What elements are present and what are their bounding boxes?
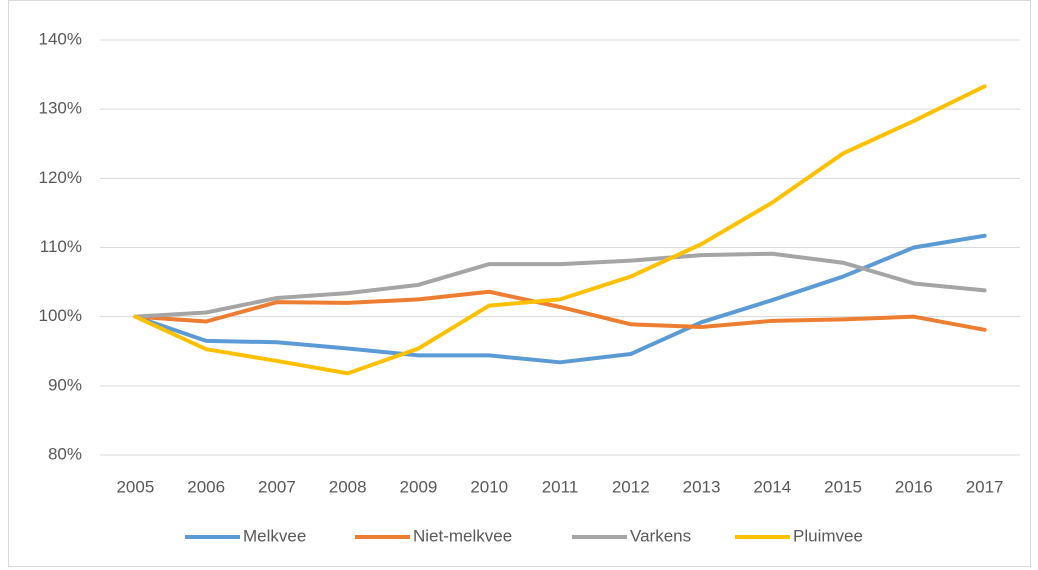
x-tick-label: 2015: [824, 477, 862, 496]
x-tick-label: 2013: [683, 477, 721, 496]
series-line: [133, 289, 987, 332]
series-line: [133, 233, 987, 365]
legend-label: Pluimvee: [793, 526, 863, 545]
y-tick-label: 140%: [39, 29, 82, 48]
series-line: [133, 84, 987, 376]
x-tick-label: 2010: [470, 477, 508, 496]
x-tick-label: 2014: [753, 477, 791, 496]
y-tick-label: 110%: [40, 237, 82, 256]
x-tick-label: 2008: [329, 477, 367, 496]
x-tick-label: 2017: [966, 477, 1004, 496]
x-tick-label: 2012: [612, 477, 650, 496]
y-tick-label: 130%: [39, 99, 82, 118]
chart-border: [8, 0, 1031, 567]
legend-label: Melkvee: [243, 526, 306, 545]
legend-label: Niet-melkvee: [413, 526, 512, 545]
series-line: [133, 251, 987, 319]
x-tick-label: 2011: [542, 477, 579, 496]
x-tick-label: 2016: [895, 477, 933, 496]
x-tick-label: 2007: [258, 477, 296, 496]
y-tick-label: 100%: [39, 306, 82, 325]
y-tick-label: 90%: [48, 375, 82, 394]
y-tick-label: 120%: [39, 168, 82, 187]
x-tick-label: 2006: [187, 477, 225, 496]
x-tick-label: 2005: [116, 477, 154, 496]
x-tick-label: 2009: [400, 477, 438, 496]
legend-label: Varkens: [630, 526, 691, 545]
y-tick-label: 80%: [48, 444, 82, 463]
